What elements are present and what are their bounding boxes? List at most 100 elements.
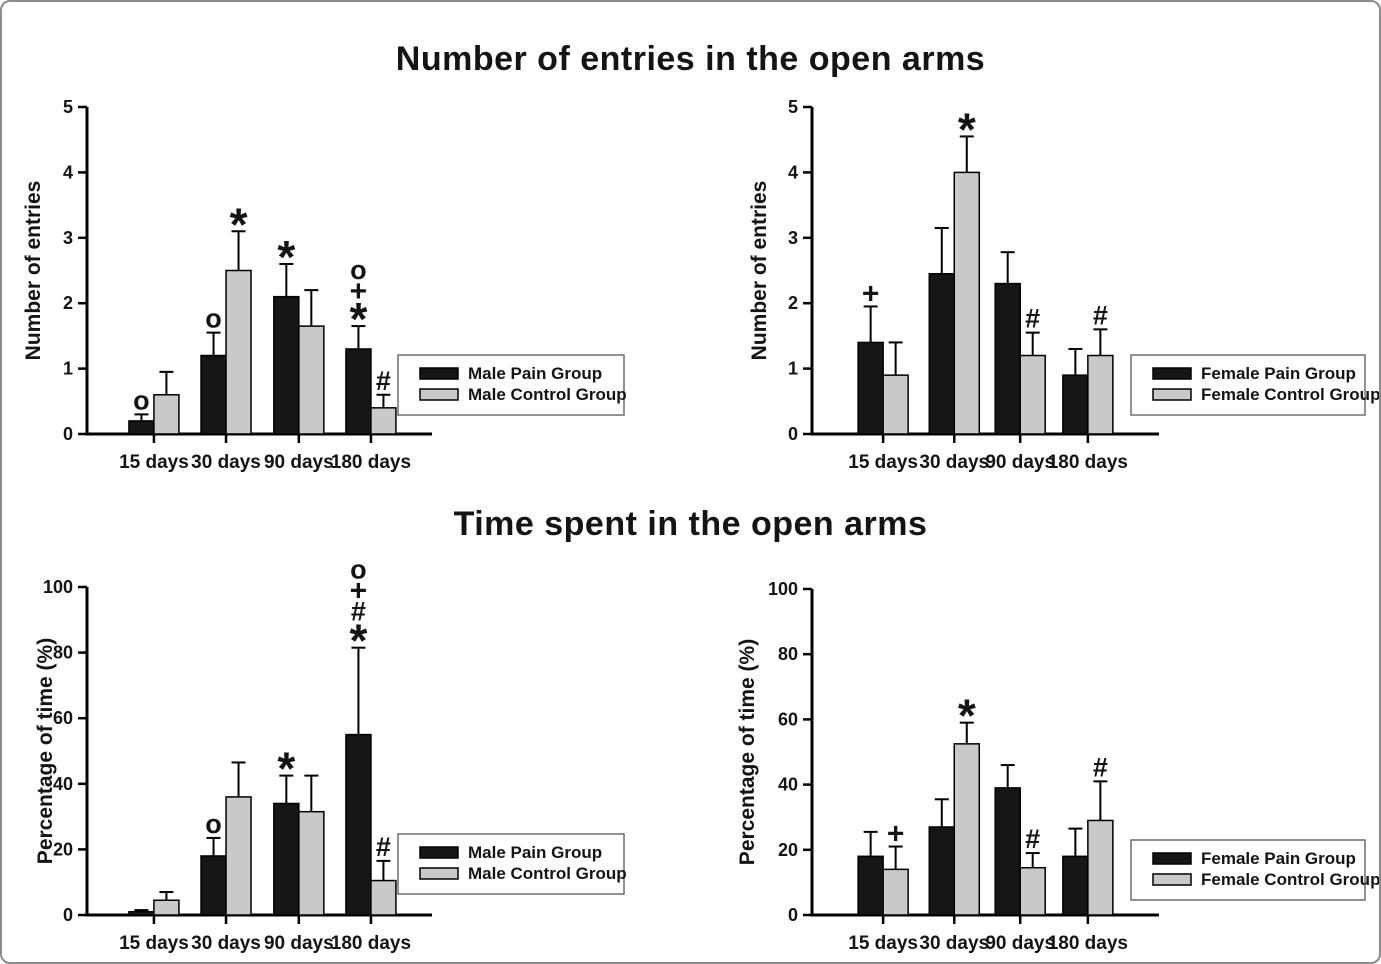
- legend-label: Female Control Group: [1201, 385, 1380, 404]
- legend-swatch-control: [419, 388, 459, 401]
- y-tick-label: 40: [778, 775, 798, 795]
- sig-marker: *: [958, 690, 976, 742]
- legend-label: Male Control Group: [468, 864, 627, 883]
- sig-marker: *: [349, 615, 367, 667]
- x-tick-label: 180 days: [331, 933, 411, 954]
- chart-time-female: 0 20 40 60 80 100 Percentage of time (%) 15 day…: [732, 557, 1379, 962]
- legend-label: Female Pain Group: [1201, 849, 1356, 868]
- legend-label: Male Pain Group: [468, 364, 602, 383]
- y-tick-label: 0: [63, 905, 73, 925]
- y-axis-label: Number of entries: [22, 181, 45, 361]
- pain-bar: [994, 282, 1021, 435]
- sig-marker: +: [887, 818, 905, 851]
- legend-swatch-pain: [1152, 852, 1192, 865]
- y-tick-label: 2: [63, 293, 73, 313]
- y-tick-label: 20: [53, 839, 73, 859]
- y-tick-label: 5: [788, 97, 798, 117]
- legend-label: Male Pain Group: [468, 843, 602, 862]
- pain-bar: [200, 354, 227, 435]
- y-tick-label: 1: [63, 359, 73, 379]
- sig-marker: *: [958, 103, 976, 155]
- y-tick-label: 4: [788, 162, 798, 182]
- y-tick-label: 60: [53, 708, 73, 728]
- sig-marker: o: [350, 557, 367, 585]
- sig-marker: o: [205, 809, 222, 839]
- y-tick-label: 60: [778, 709, 798, 729]
- x-tick-label: 90 days: [985, 452, 1055, 473]
- control-bar: [1087, 819, 1114, 916]
- control-bar: [953, 743, 981, 916]
- sig-marker: #: [1025, 304, 1040, 334]
- y-tick-label: 40: [53, 774, 73, 794]
- x-tick-label: 30 days: [919, 933, 989, 954]
- pain-bar: [1062, 374, 1089, 435]
- sig-marker: o: [350, 255, 367, 285]
- legend-swatch-pain: [419, 846, 459, 859]
- chart-time-male: 0 20 40 60 80 100 Percentage of time (%) 15 day…: [22, 557, 667, 962]
- sig-marker: +: [862, 277, 880, 310]
- chart-svg: 0 1 2 3 4 5 Number of entries 15 days +30 days * 9…: [748, 97, 1380, 473]
- sig-marker: +: [350, 575, 368, 608]
- control-bar: [882, 374, 909, 435]
- y-tick-label: 80: [778, 644, 798, 664]
- chart-svg: 0 1 2 3 4 5 Number of entries 15 days o 30 days o *…: [22, 97, 627, 473]
- control-bar: [153, 899, 180, 916]
- x-tick-label: 180 days: [1048, 452, 1128, 473]
- y-tick-label: 100: [768, 579, 798, 599]
- x-tick-label: 30 days: [191, 933, 261, 954]
- pain-bar: [1062, 855, 1089, 916]
- control-bar: [153, 394, 180, 435]
- sig-marker: #: [376, 832, 391, 862]
- y-tick-label: 2: [788, 293, 798, 313]
- control-bar: [882, 868, 909, 916]
- x-tick-label: 15 days: [119, 933, 189, 954]
- y-tick-label: 4: [63, 162, 73, 182]
- sig-marker: #: [1025, 824, 1040, 854]
- legend-swatch-control: [419, 867, 459, 880]
- pain-bar: [345, 733, 372, 916]
- control-bar: [298, 325, 325, 435]
- x-tick-label: 90 days: [264, 933, 334, 954]
- sig-marker: o: [133, 385, 150, 415]
- pain-bar: [200, 855, 227, 916]
- chart-svg: 0 20 40 60 80 100 Percentage of time (%) 15 day…: [736, 579, 1379, 954]
- legend-swatch-control: [1152, 388, 1192, 401]
- x-tick-label: 90 days: [264, 452, 334, 473]
- legend-box: [397, 354, 625, 416]
- legend-box: [397, 833, 625, 895]
- sig-marker: #: [376, 366, 391, 396]
- legend-swatch-pain: [1152, 367, 1192, 380]
- y-tick-label: 0: [63, 424, 73, 444]
- control-bar: [1019, 866, 1046, 916]
- pain-bar: [928, 273, 956, 435]
- pain-bar: [928, 826, 956, 916]
- sig-marker: *: [277, 231, 295, 283]
- chart-svg: 0 20 40 60 80 100 Percentage of time (%) 15 day…: [34, 557, 627, 954]
- sig-marker: o: [205, 304, 222, 334]
- x-tick-label: 90 days: [985, 933, 1055, 954]
- x-tick-label: 15 days: [848, 933, 918, 954]
- pain-bar: [857, 855, 884, 916]
- sig-marker: #: [351, 597, 366, 627]
- control-bar: [370, 407, 397, 435]
- legend-swatch-pain: [419, 367, 459, 380]
- control-bar: [370, 879, 397, 916]
- y-axis-label: Number of entries: [748, 181, 771, 361]
- control-bar: [1019, 354, 1046, 435]
- pain-bar: [128, 910, 155, 916]
- sig-marker: *: [277, 743, 295, 795]
- x-tick-label: 15 days: [119, 452, 189, 473]
- control-bar: [225, 796, 252, 916]
- x-tick-label: 30 days: [191, 452, 261, 473]
- y-tick-label: 3: [788, 228, 798, 248]
- control-bar: [953, 171, 981, 435]
- y-axis-label: Percentage of time (%): [34, 638, 57, 864]
- legend-label: Female Pain Group: [1201, 364, 1356, 383]
- sig-marker: *: [230, 198, 248, 250]
- pain-bar: [345, 348, 372, 435]
- control-bar: [1087, 354, 1114, 435]
- x-tick-label: 180 days: [1048, 933, 1128, 954]
- y-tick-label: 0: [788, 905, 798, 925]
- sig-marker: +: [350, 275, 368, 308]
